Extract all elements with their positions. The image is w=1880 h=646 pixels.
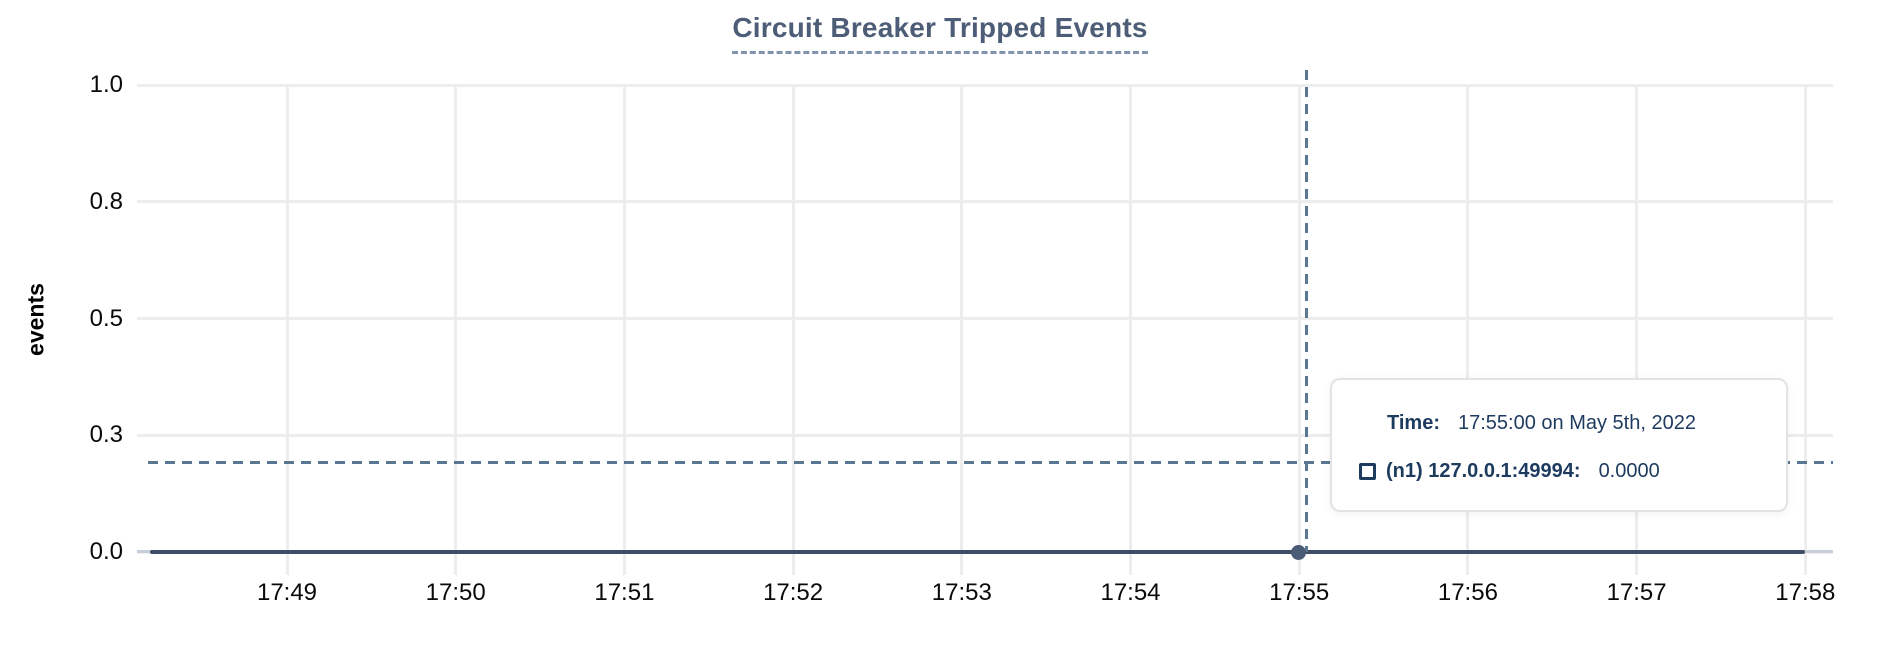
y-tick-label: 0.3 [89,421,123,449]
x-tick-label: 17:55 [1269,579,1330,606]
chart-title[interactable]: Circuit Breaker Tripped Events [732,12,1148,54]
gridline-v [1297,85,1301,575]
tooltip-series-value: 0.0000 [1598,459,1660,482]
gridline-v [1635,85,1639,575]
tooltip-series-row: (n1) 127.0.0.1:49994: 0.0000 [1359,454,1786,488]
gridline-h [137,200,1833,204]
gridline-v [622,85,626,575]
x-tick-label: 17:51 [594,579,655,606]
x-tick-label: 17:56 [1437,579,1498,606]
tooltip-time-row: Time: 17:55:00 on May 5th, 2022 [1387,406,1786,440]
y-tick-label: 0.8 [89,187,123,215]
gridline-v [1129,85,1132,575]
tooltip-series-label: (n1) 127.0.0.1:49994: [1386,459,1581,482]
data-point-marker[interactable] [1291,545,1306,560]
x-tick-label: 17:50 [425,579,486,606]
crosshair-vertical-line [1305,70,1308,552]
tooltip-time-label: Time: [1387,411,1440,434]
tooltip-time-value: 17:55:00 on May 5th, 2022 [1457,411,1696,434]
y-tick-label: 1.0 [89,71,123,98]
gridline-v [791,85,795,575]
gridline-h [137,317,1833,320]
cursor-tooltip: Time: 17:55:00 on May 5th, 2022 (n1) 127… [1330,378,1788,512]
y-tick-label: 0.5 [89,304,123,332]
gridline-h [137,433,1833,437]
gridline-v [1803,85,1807,575]
x-tick-label: 17:49 [256,579,318,606]
crosshair-horizontal-line [148,461,1833,464]
x-tick-label: 17:52 [763,579,824,606]
gridline-v [960,85,964,575]
gridline-v [1466,85,1470,575]
gridline-v [454,85,458,575]
gridline-v [285,85,289,575]
x-tick-label: 17:53 [931,579,992,606]
series-line [150,550,1805,554]
x-tick-label: 17:54 [1100,579,1161,606]
y-tick-label: 0.0 [89,538,123,565]
plot-area[interactable]: Time: 17:55:00 on May 5th, 2022 (n1) 127… [137,70,1833,575]
x-tick-label: 17:58 [1775,579,1836,606]
chart-header: Circuit Breaker Tripped Events [0,12,1880,54]
square-outline-icon [1359,462,1376,480]
gridline-h [137,83,1833,87]
x-tick-label: 17:57 [1606,579,1667,606]
